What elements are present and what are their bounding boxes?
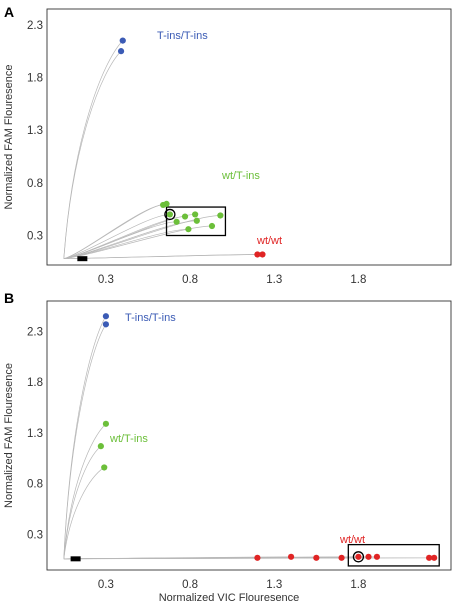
data-point — [254, 251, 261, 258]
trajectory-line — [63, 324, 107, 559]
data-point — [208, 222, 216, 230]
x-tick-label: 0.3 — [98, 579, 114, 591]
data-point — [166, 211, 173, 218]
trajectory-line — [63, 50, 122, 259]
y-tick-label: 0.3 — [27, 529, 43, 541]
x-axis-label: Normalized VIC Flouresence — [159, 592, 300, 604]
data-point — [355, 553, 362, 560]
data-point — [119, 37, 126, 44]
chart-panel-b: B 0.3 0.8 1.3 1.8 2.3 1.8 1.3 0.8 0.3 Normalized F… — [3, 290, 452, 604]
y-tick-label: 2.3 — [27, 20, 43, 32]
data-point — [373, 553, 381, 560]
data-point — [185, 226, 192, 233]
trajectory-line — [63, 40, 124, 259]
data-point — [365, 553, 372, 560]
circled-point — [164, 208, 176, 221]
trajectory-line — [63, 254, 263, 260]
y-tick-label: 1.3 — [27, 428, 43, 440]
y-tick-label: 1.3 — [27, 125, 43, 137]
data-point — [192, 211, 199, 218]
trajectory-line — [63, 203, 167, 260]
trajectory-line — [63, 204, 164, 260]
data-point — [287, 553, 295, 560]
origin-marker — [77, 256, 88, 262]
series-label: wt/T-ins — [109, 433, 148, 445]
y-tick-label: 0.8 — [27, 178, 43, 190]
series-label: wt/wt — [339, 534, 365, 546]
y-axis-label: Normalized FAM Flouresence — [3, 363, 15, 508]
data-point — [117, 48, 125, 55]
x-tick-label: 1.8 — [350, 579, 366, 591]
x-tick-label: 1.3 — [266, 274, 282, 286]
data-point — [259, 251, 266, 258]
data-point — [97, 443, 104, 450]
trajectory-line — [63, 214, 170, 260]
y-tick-label: 0.3 — [27, 231, 43, 243]
data-point — [313, 554, 320, 561]
data-point — [431, 554, 438, 561]
y-tick-label: 1.8 — [27, 72, 43, 84]
highlight-box — [165, 206, 227, 237]
data-point — [102, 420, 110, 427]
data-point — [217, 212, 224, 219]
data-point — [181, 213, 189, 220]
series-label: wt/wt — [256, 235, 282, 247]
trajectory-line — [63, 557, 435, 560]
x-tick-label: 1.3 — [266, 579, 282, 591]
series-label: T-ins/T-ins — [125, 312, 176, 324]
data-point — [173, 218, 180, 225]
data-point — [254, 554, 261, 561]
y-tick-label: 1.8 — [27, 377, 43, 389]
highlight-box — [347, 543, 440, 567]
data-point — [193, 217, 200, 224]
data-point — [102, 321, 110, 328]
circled-point — [352, 551, 365, 563]
trajectory-line — [63, 445, 102, 559]
x-tick-label: 0.3 — [98, 274, 114, 286]
data-point — [338, 554, 345, 561]
origin-marker — [70, 556, 81, 562]
chart-panel-a: A 0.3 0.8 1.3 1.8 2.3 1.8 1.3 0.8 0.3 Normalized F… — [3, 4, 452, 286]
series-label: wt/T-ins — [221, 170, 260, 182]
plot-frame — [46, 300, 452, 571]
plot-frame — [46, 8, 452, 266]
data-point — [101, 464, 108, 471]
data-point — [163, 200, 170, 207]
x-tick-label: 0.8 — [182, 274, 198, 286]
y-axis-label: Normalized FAM Flouresence — [3, 65, 15, 210]
trajectory-line — [63, 316, 107, 559]
panel-letter: B — [4, 290, 14, 306]
panel-letter: A — [4, 4, 14, 20]
trajectory-line — [63, 225, 212, 260]
trajectory-line — [63, 215, 221, 260]
x-tick-label: 0.8 — [182, 579, 198, 591]
x-tick-label: 1.8 — [350, 274, 366, 286]
data-point — [426, 554, 433, 561]
y-tick-label: 2.3 — [27, 326, 43, 338]
data-point — [102, 313, 110, 320]
series-label: T-ins/T-ins — [157, 30, 208, 42]
trajectory-line — [63, 467, 105, 559]
y-tick-label: 0.8 — [27, 479, 43, 491]
